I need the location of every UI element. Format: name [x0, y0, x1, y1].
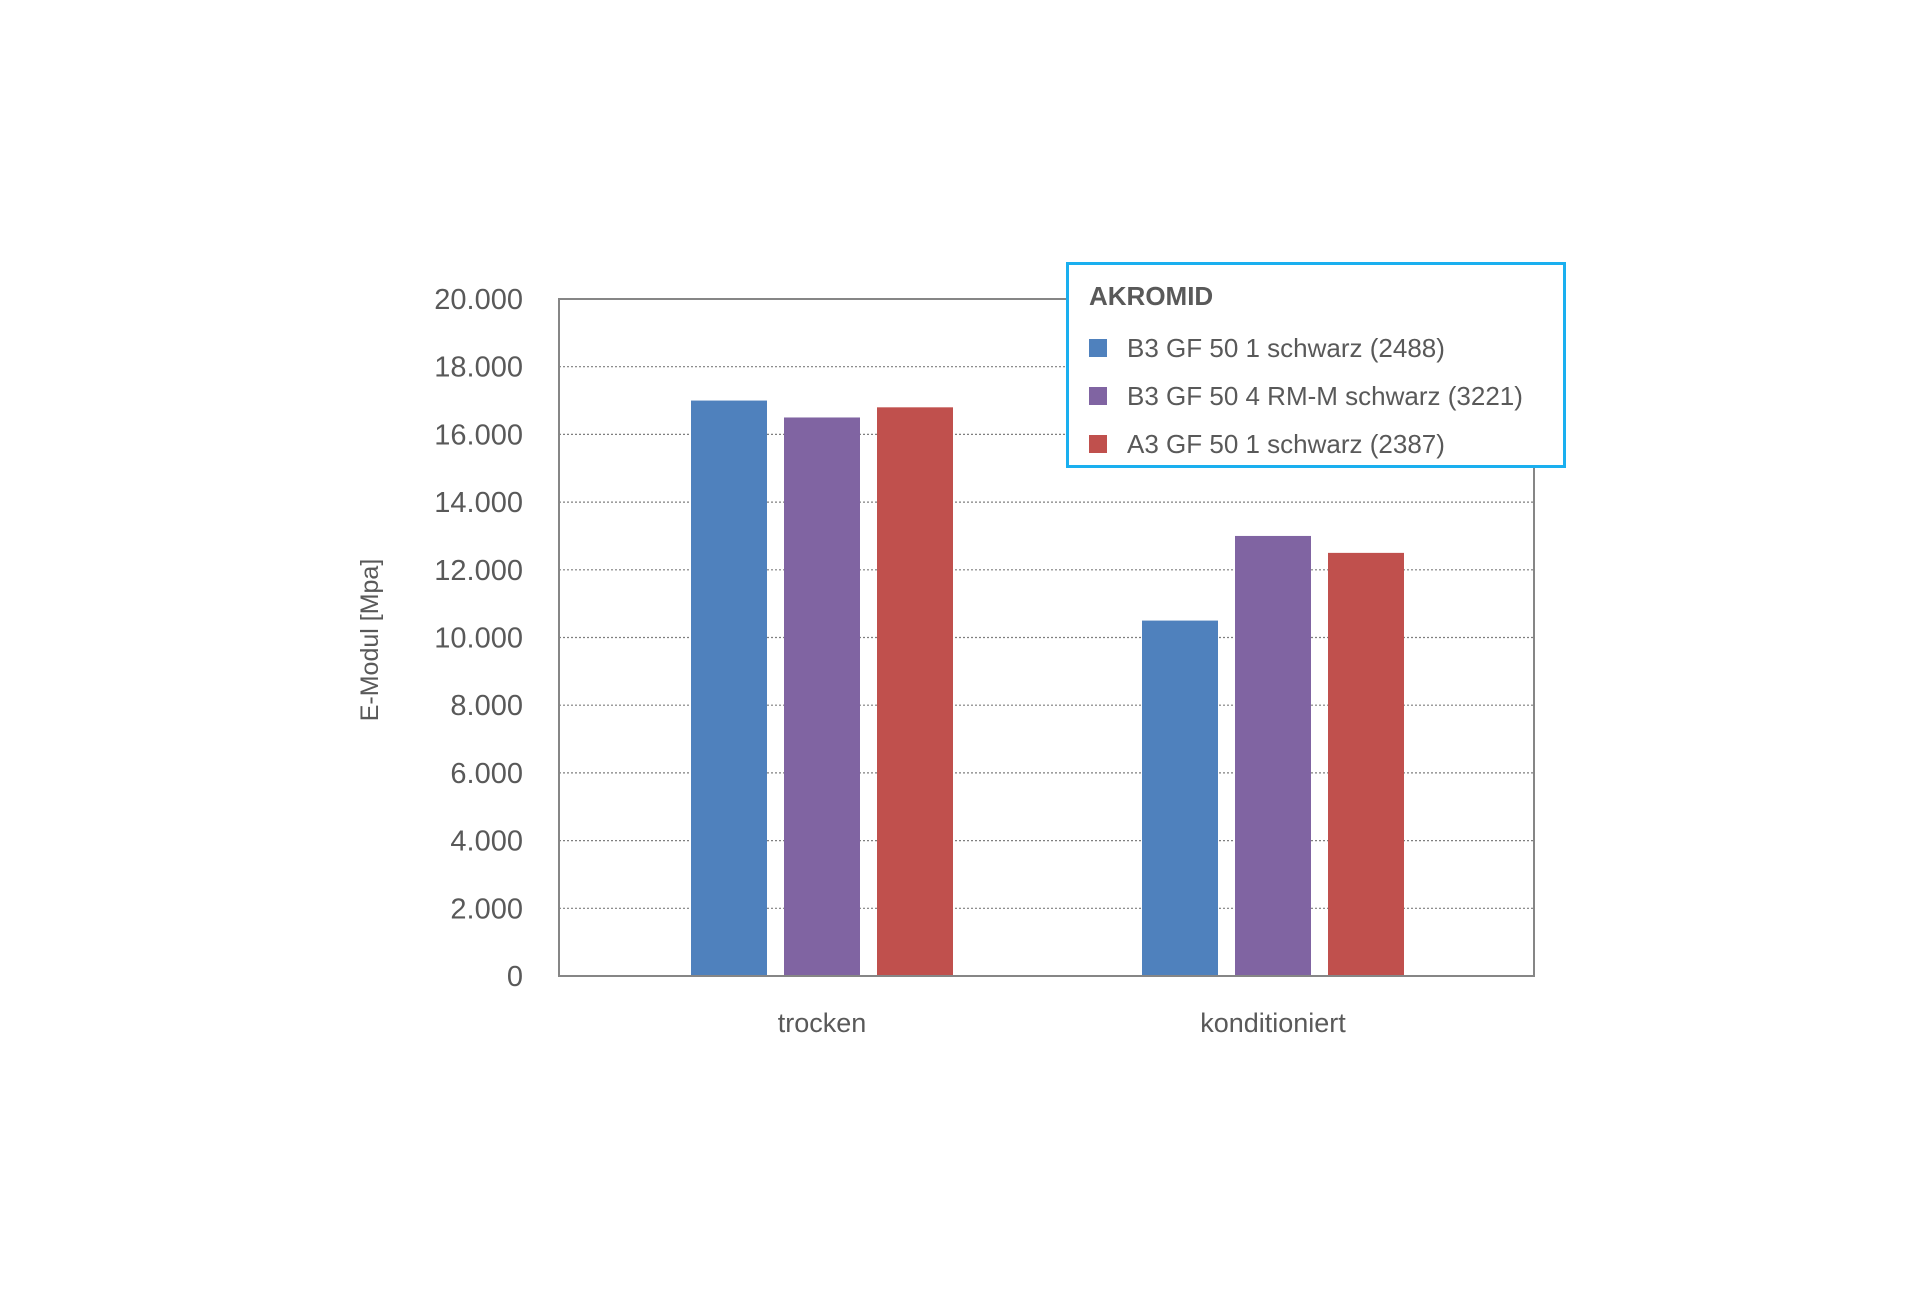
legend-label: B3 GF 50 1 schwarz (2488) [1127, 332, 1445, 363]
legend-swatch [1089, 339, 1107, 357]
bar [1328, 552, 1404, 976]
y-tick-label: 12.000 [434, 555, 523, 587]
y-tick-label: 8.000 [450, 690, 523, 722]
legend-item: B3 GF 50 4 RM-M schwarz (3221) [1089, 372, 1543, 420]
y-tick-label: 4.000 [450, 826, 523, 858]
legend-label: A3 GF 50 1 schwarz (2387) [1127, 428, 1445, 459]
legend-swatch [1089, 435, 1107, 453]
y-tick-label: 18.000 [434, 352, 523, 384]
y-axis-label: E-Modul [Mpa] [356, 559, 384, 722]
x-category-labels: trocken konditioniert [778, 1008, 1347, 1038]
y-tick-label: 0 [507, 961, 523, 993]
y-tick-label: 16.000 [434, 419, 523, 451]
bar [691, 400, 767, 976]
y-tick-label: 10.000 [434, 623, 523, 655]
legend-item: A3 GF 50 1 schwarz (2387) [1089, 420, 1543, 468]
x-category-label: trocken [778, 1008, 867, 1038]
y-tick-label: 20.000 [434, 284, 523, 316]
bar [1142, 620, 1218, 976]
legend-title: AKROMID [1089, 281, 1214, 311]
legend: AKROMID B3 GF 50 1 schwarz (2488) B3 GF … [1066, 262, 1566, 468]
legend-label: B3 GF 50 4 RM-M schwarz (3221) [1127, 380, 1523, 411]
y-tick-label: 2.000 [450, 893, 523, 925]
legend-item: B3 GF 50 1 schwarz (2488) [1089, 324, 1543, 372]
plot-area-border [558, 298, 1535, 977]
bar [1235, 535, 1311, 976]
legend-swatch [1089, 387, 1107, 405]
bar [784, 417, 860, 977]
y-tick-label: 6.000 [450, 758, 523, 790]
y-tick-label: 14.000 [434, 487, 523, 519]
bar [877, 407, 953, 976]
x-category-label: konditioniert [1200, 1008, 1346, 1038]
y-tick-labels: 0 2.000 4.000 6.000 8.000 10.000 12.000 14.000 1… [434, 284, 523, 993]
bars [691, 400, 1404, 977]
